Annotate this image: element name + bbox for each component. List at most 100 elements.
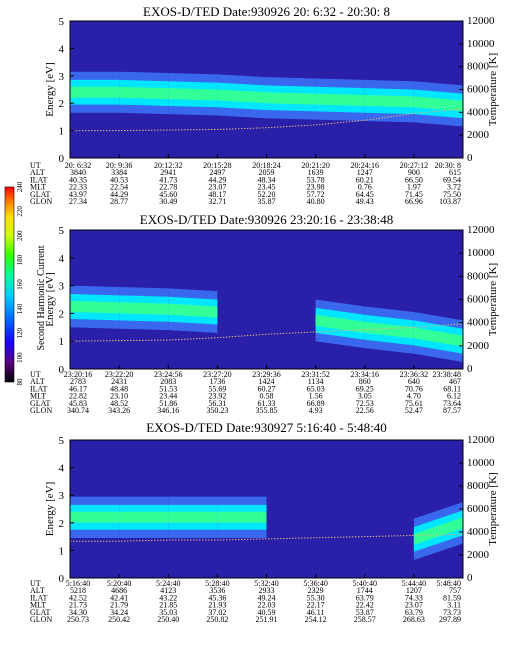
y2-tick-label: 8000 <box>467 480 490 492</box>
ion-energy-band <box>364 94 414 108</box>
ion-energy-band <box>266 92 316 105</box>
ephemeris-value: 44.29 <box>208 175 226 184</box>
ephemeris-value: 1.56 <box>309 392 323 401</box>
ephemeris-value: 55.30 <box>307 593 325 602</box>
ion-energy-band <box>217 511 267 523</box>
ephemeris-value: 22.82 <box>69 392 87 401</box>
ephemeris-value: 66.50 <box>405 175 423 184</box>
ephemeris-value: 23.44 <box>159 392 177 401</box>
y2-tick-label: 6000 <box>467 294 490 306</box>
y2-axis-label: Temperature [K] <box>487 472 499 545</box>
y2-tick-label: 0 <box>467 363 473 375</box>
ephemeris-value: 340.74 <box>67 406 89 415</box>
ion-energy-band <box>217 89 267 104</box>
ephemeris-value: 23.45 <box>258 183 276 192</box>
y2-tick-label: 6000 <box>467 84 490 96</box>
ephemeris-value: 1207 <box>406 586 422 595</box>
ephemeris-value: 22.56 <box>356 406 374 415</box>
ephemeris-value: 250.73 <box>67 615 89 624</box>
ephemeris-value: 51.86 <box>159 399 177 408</box>
ephemeris-value: 5:48:40 <box>437 579 461 588</box>
ephemeris-value: 5:32:40 <box>254 579 278 588</box>
ephemeris-value: 21.85 <box>159 601 177 610</box>
ephemeris-value: 757 <box>449 586 461 595</box>
y-tick-label: 5 <box>59 225 65 237</box>
ephemeris-value: 268.63 <box>403 615 425 624</box>
ephemeris-value: 40.80 <box>307 197 325 206</box>
y2-tick-label: 10000 <box>467 247 495 259</box>
ephemeris-value: 30.49 <box>159 197 177 206</box>
ephemeris-value: 1247 <box>357 168 373 177</box>
ephemeris-value: 20:15:28 <box>203 161 231 170</box>
ephemeris-value: 2329 <box>308 586 324 595</box>
temperature-trace <box>70 108 464 132</box>
ephemeris-value: 22.54 <box>110 183 128 192</box>
ephemeris-value: 467 <box>449 377 461 386</box>
colorbar-tick-label: 180 <box>16 254 24 265</box>
y2-tick-label: 12000 <box>467 224 495 236</box>
ephemeris-value: 40.53 <box>110 175 128 184</box>
ephemeris-value: 23:34:16 <box>351 370 379 379</box>
ephemeris-value: 49.43 <box>356 197 374 206</box>
ephemeris-value: 20:30: 8 <box>435 161 461 170</box>
ephemeris-value: 23.07 <box>405 601 423 610</box>
ephemeris-row-label: MLT <box>30 392 46 401</box>
y-tick-label: 1 <box>59 545 65 557</box>
y2-axis-label: Temperature [K] <box>487 263 499 336</box>
ephemeris-value: 51.53 <box>159 384 177 393</box>
ephemeris-value: 250.42 <box>108 615 130 624</box>
ephemeris-value: 2941 <box>160 168 176 177</box>
ephemeris-value: 6.12 <box>447 392 461 401</box>
chart-title: EXOS-D/TED Date:930927 5:16:40 - 5:48:40 <box>146 420 386 435</box>
ephemeris-row-label: GLON <box>30 197 52 206</box>
y-tick-label: 0 <box>59 364 65 376</box>
ephemeris-value: 53.78 <box>307 175 325 184</box>
ion-energy-band <box>413 327 463 347</box>
ephemeris-row-label: UT <box>30 579 41 588</box>
ion-energy-band <box>413 96 463 112</box>
ephemeris-value: 23:27:20 <box>203 370 231 379</box>
ephemeris-value: 72.53 <box>356 399 374 408</box>
ephemeris-value: 55.69 <box>208 384 226 393</box>
ephemeris-value: 5:20:40 <box>107 579 131 588</box>
y-tick-label: 2 <box>59 308 65 320</box>
ephemeris-value: 64.45 <box>356 190 374 199</box>
ephemeris-value: 5218 <box>70 586 86 595</box>
ephemeris-value: 60.21 <box>356 175 374 184</box>
colorbar: Second Harmonic Current 80 100 120 140 160 18… <box>4 181 47 386</box>
ephemeris-value: 66.96 <box>405 197 423 206</box>
ephemeris-value: 81.59 <box>443 593 461 602</box>
y-tick-label: 5 <box>59 16 65 28</box>
ion-energy-band <box>70 300 120 314</box>
ephemeris-value: 3840 <box>70 168 86 177</box>
ephemeris-value: 71.45 <box>405 190 423 199</box>
ephemeris-value: 3.05 <box>358 392 372 401</box>
y-tick-label: 4 <box>59 253 65 265</box>
ion-energy-band <box>364 321 414 339</box>
ephemeris-value: 350.23 <box>206 406 228 415</box>
ephemeris-value: 35.87 <box>258 197 276 206</box>
ephemeris-value: 52.20 <box>258 190 276 199</box>
ephemeris-value: 42.52 <box>69 593 87 602</box>
ephemeris-value: 2497 <box>209 168 225 177</box>
ephemeris-value: 20:27:12 <box>400 161 428 170</box>
ephemeris-value: 57.72 <box>307 190 325 199</box>
ephemeris-value: 20:21:20 <box>301 161 329 170</box>
ephemeris-value: 41.73 <box>159 175 177 184</box>
ephemeris-value: 22.17 <box>307 601 325 610</box>
ephemeris-value: 20:12:32 <box>154 161 182 170</box>
ephemeris-value: 346.16 <box>157 406 179 415</box>
ephemeris-value: 1424 <box>259 377 275 386</box>
ephemeris-value: 20:24:16 <box>351 161 379 170</box>
ephemeris-value: 65.03 <box>307 384 325 393</box>
ephemeris-value: 48.34 <box>258 175 276 184</box>
y2-tick-label: 6000 <box>467 503 490 515</box>
ephemeris-value: 23:24:56 <box>154 370 182 379</box>
y2-tick-label: 4000 <box>467 106 490 118</box>
ephemeris-value: 4686 <box>111 586 127 595</box>
ephemeris-value: 45.60 <box>159 190 177 199</box>
ephemeris-value: 40.35 <box>69 175 87 184</box>
ephemeris-value: 250.82 <box>206 615 228 624</box>
ephemeris-row-label: ALT <box>30 168 45 177</box>
